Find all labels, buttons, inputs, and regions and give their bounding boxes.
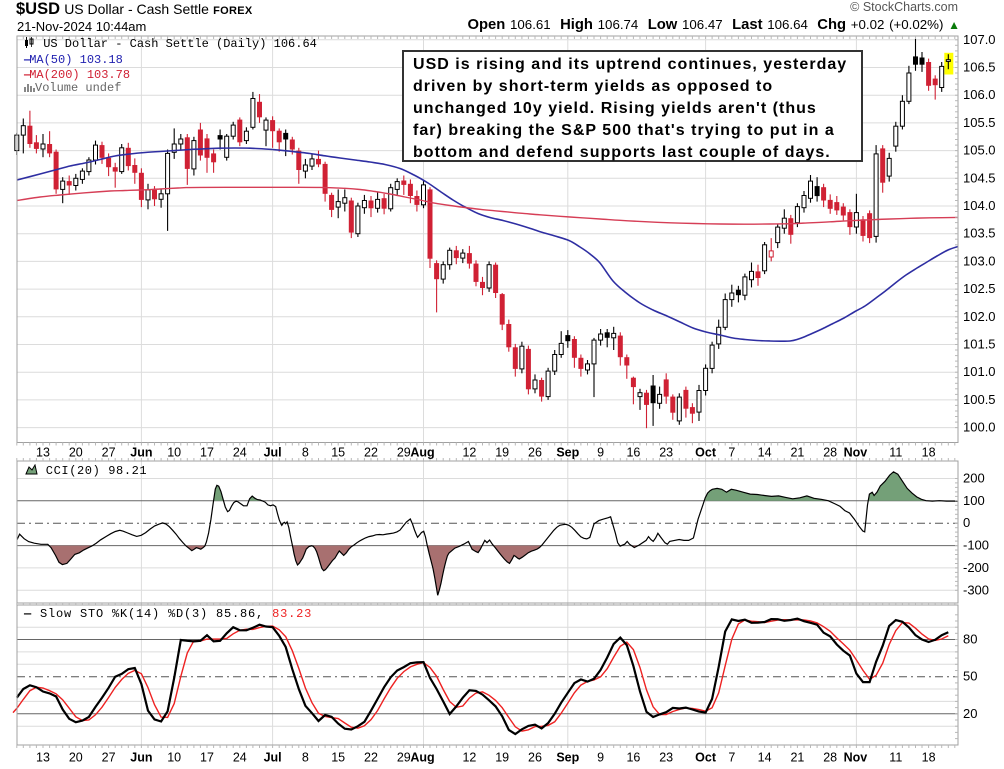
svg-text:200: 200 bbox=[963, 471, 985, 486]
svg-text:24: 24 bbox=[233, 446, 247, 460]
svg-text:106.0: 106.0 bbox=[963, 87, 996, 102]
svg-text:Aug: Aug bbox=[410, 751, 434, 765]
svg-text:102.0: 102.0 bbox=[963, 309, 996, 324]
svg-text:-100: -100 bbox=[963, 538, 989, 553]
svg-text:14: 14 bbox=[758, 446, 772, 460]
svg-text:26: 26 bbox=[528, 446, 542, 460]
svg-text:9: 9 bbox=[597, 446, 604, 460]
svg-text:22: 22 bbox=[364, 751, 378, 765]
svg-text:Sep: Sep bbox=[556, 446, 579, 460]
svg-text:29: 29 bbox=[397, 751, 411, 765]
svg-text:12: 12 bbox=[462, 446, 476, 460]
svg-text:10: 10 bbox=[167, 446, 181, 460]
svg-text:22: 22 bbox=[364, 446, 378, 460]
svg-text:20: 20 bbox=[69, 751, 83, 765]
svg-text:29: 29 bbox=[397, 446, 411, 460]
svg-text:12: 12 bbox=[462, 751, 476, 765]
svg-text:104.5: 104.5 bbox=[963, 170, 996, 185]
svg-text:11: 11 bbox=[889, 751, 902, 765]
svg-text:100: 100 bbox=[963, 493, 985, 508]
svg-text:27: 27 bbox=[102, 446, 116, 460]
svg-text:103.5: 103.5 bbox=[963, 226, 996, 241]
svg-text:13: 13 bbox=[36, 751, 50, 765]
svg-text:16: 16 bbox=[626, 446, 640, 460]
svg-text:Sep: Sep bbox=[556, 751, 579, 765]
svg-text:15: 15 bbox=[331, 751, 345, 765]
svg-text:18: 18 bbox=[922, 446, 936, 460]
svg-text:7: 7 bbox=[728, 751, 735, 765]
svg-text:23: 23 bbox=[659, 446, 673, 460]
svg-text:100.0: 100.0 bbox=[963, 420, 996, 435]
svg-text:Jun: Jun bbox=[130, 446, 152, 460]
svg-text:106.5: 106.5 bbox=[963, 60, 996, 75]
svg-text:-200: -200 bbox=[963, 560, 989, 575]
svg-text:101.5: 101.5 bbox=[963, 337, 996, 352]
svg-text:17: 17 bbox=[200, 751, 214, 765]
svg-text:8: 8 bbox=[302, 446, 309, 460]
svg-text:Jul: Jul bbox=[264, 751, 282, 765]
svg-text:28: 28 bbox=[823, 446, 837, 460]
svg-text:21: 21 bbox=[790, 751, 804, 765]
svg-text:Oct: Oct bbox=[695, 751, 717, 765]
svg-text:14: 14 bbox=[758, 751, 772, 765]
svg-text:20: 20 bbox=[69, 446, 83, 460]
svg-text:100.5: 100.5 bbox=[963, 392, 996, 407]
svg-text:50: 50 bbox=[963, 669, 977, 684]
svg-text:Jul: Jul bbox=[264, 446, 282, 460]
svg-text:21: 21 bbox=[790, 446, 804, 460]
svg-text:28: 28 bbox=[823, 751, 837, 765]
svg-text:19: 19 bbox=[495, 751, 509, 765]
svg-text:19: 19 bbox=[495, 446, 509, 460]
svg-text:105.0: 105.0 bbox=[963, 143, 996, 158]
svg-text:27: 27 bbox=[102, 751, 116, 765]
svg-text:17: 17 bbox=[200, 446, 214, 460]
svg-text:7: 7 bbox=[728, 446, 735, 460]
svg-text:15: 15 bbox=[331, 446, 345, 460]
svg-text:Aug: Aug bbox=[410, 446, 434, 460]
svg-text:16: 16 bbox=[626, 751, 640, 765]
svg-text:23: 23 bbox=[659, 751, 673, 765]
svg-text:102.5: 102.5 bbox=[963, 281, 996, 296]
svg-text:105.5: 105.5 bbox=[963, 115, 996, 130]
svg-text:13: 13 bbox=[36, 446, 50, 460]
svg-text:Nov: Nov bbox=[844, 446, 868, 460]
svg-text:11: 11 bbox=[889, 446, 902, 460]
svg-text:18: 18 bbox=[922, 751, 936, 765]
svg-text:26: 26 bbox=[528, 751, 542, 765]
svg-text:20: 20 bbox=[963, 706, 977, 721]
svg-text:10: 10 bbox=[167, 751, 181, 765]
svg-text:8: 8 bbox=[302, 751, 309, 765]
svg-text:104.0: 104.0 bbox=[963, 198, 996, 213]
svg-text:107.0: 107.0 bbox=[963, 32, 996, 47]
svg-text:101.0: 101.0 bbox=[963, 364, 996, 379]
svg-text:-300: -300 bbox=[963, 582, 989, 597]
svg-text:Nov: Nov bbox=[844, 751, 868, 765]
svg-text:0: 0 bbox=[963, 515, 970, 530]
svg-text:Jun: Jun bbox=[130, 751, 152, 765]
svg-text:103.0: 103.0 bbox=[963, 253, 996, 268]
svg-text:9: 9 bbox=[597, 751, 604, 765]
svg-text:80: 80 bbox=[963, 632, 977, 647]
svg-text:24: 24 bbox=[233, 751, 247, 765]
svg-text:Oct: Oct bbox=[695, 446, 717, 460]
